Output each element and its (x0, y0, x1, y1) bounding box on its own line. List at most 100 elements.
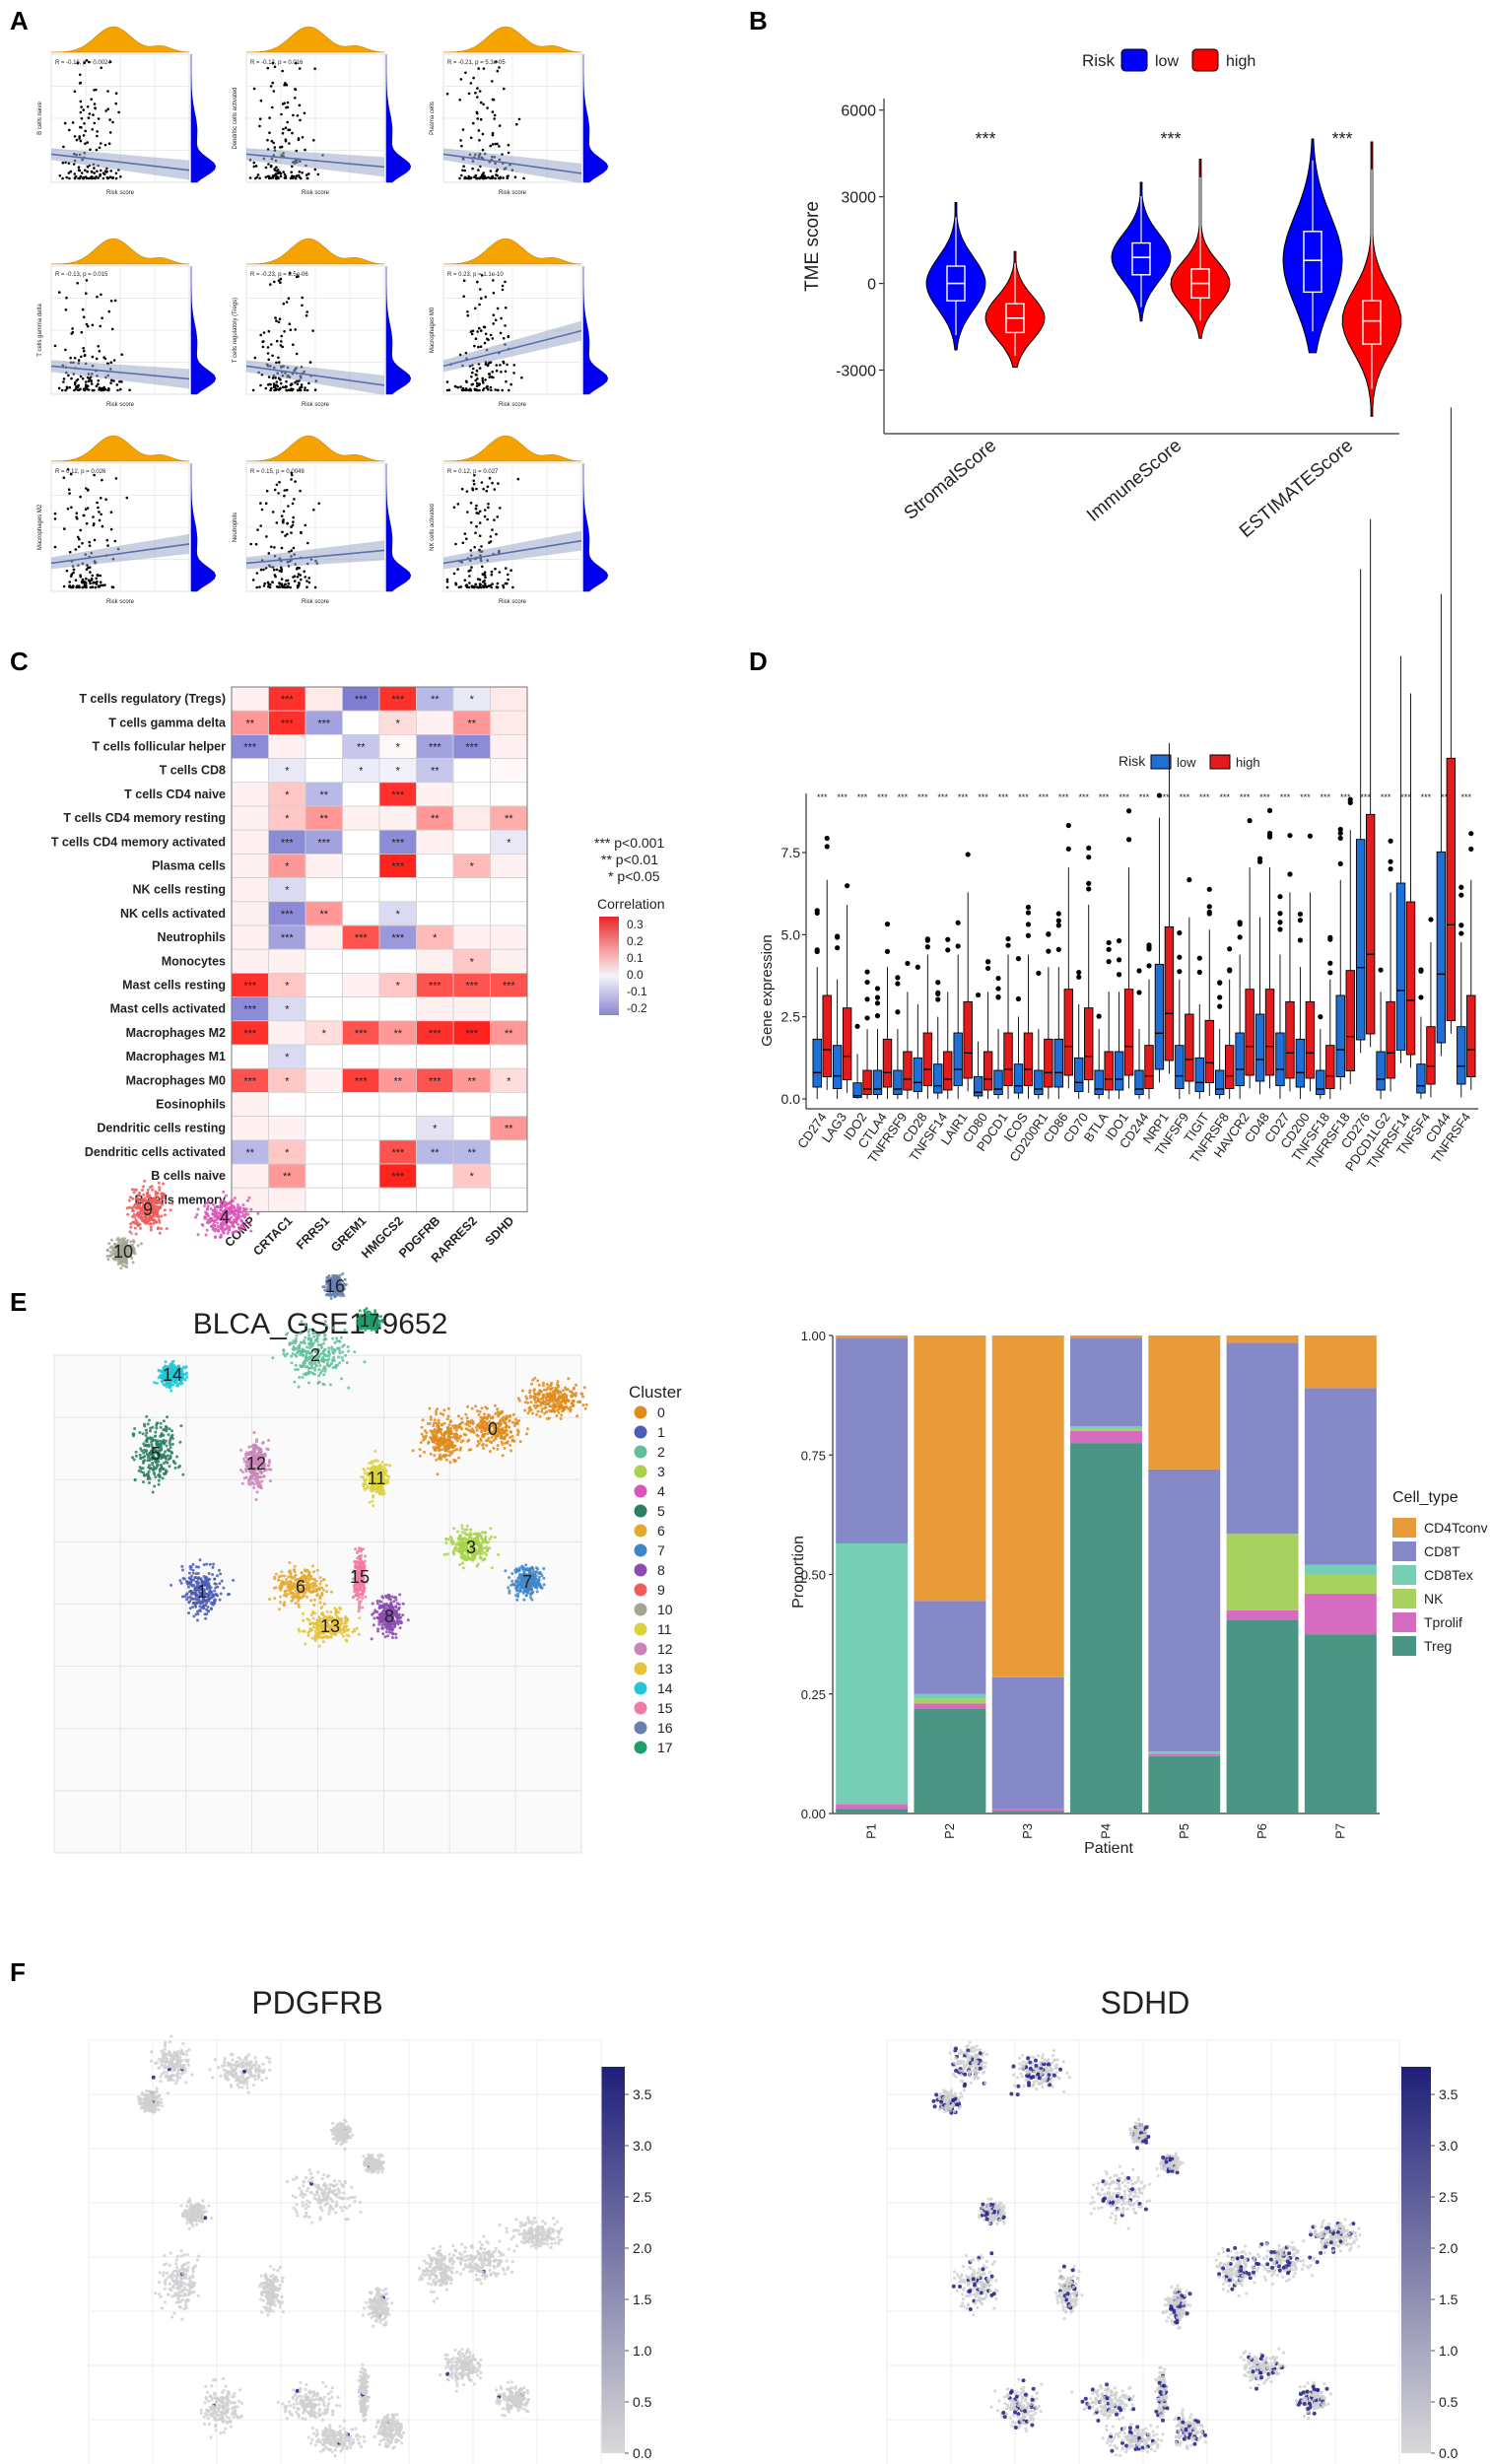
c-row-label: T cells gamma delta (108, 716, 227, 729)
a-point (504, 324, 507, 327)
e-umap-point (140, 1470, 143, 1473)
e-umap-point (203, 1216, 207, 1220)
e-umap-point (230, 1215, 234, 1219)
a-point (272, 568, 276, 572)
a-point (79, 495, 82, 499)
e-umap-point (469, 1528, 473, 1532)
c-row-label: NK cells activated (120, 907, 226, 921)
e-umap-point (149, 1429, 152, 1433)
c-cell-stars: * (396, 742, 401, 754)
d-outlier (874, 1000, 881, 1006)
e-umap-point (294, 1368, 298, 1371)
e-umap-point (475, 1564, 479, 1568)
e-umap-point (295, 1346, 299, 1350)
a-point (108, 118, 111, 121)
c-heat-cell (342, 1187, 380, 1212)
e-umap-point (542, 1384, 545, 1388)
a-point (294, 380, 297, 384)
d-outlier (824, 835, 830, 842)
a-point (78, 137, 81, 140)
a-point (94, 106, 97, 110)
c-heat-cell (231, 877, 269, 903)
e-umap-point (170, 1433, 174, 1437)
c-cell-stars: * (285, 1147, 290, 1159)
a-point (86, 324, 90, 328)
d-outlier (1277, 911, 1283, 917)
a-point (283, 494, 286, 498)
c-heat-cell (305, 924, 343, 950)
a-point (75, 138, 79, 142)
d-box-low (1214, 1069, 1225, 1095)
a-point (280, 568, 284, 571)
a-point (463, 579, 467, 582)
a-point (273, 384, 277, 388)
a-point (79, 125, 82, 129)
a-point (286, 101, 290, 104)
e-umap-point (470, 1430, 473, 1434)
c-heat-cell (305, 901, 343, 926)
a-point (66, 508, 70, 511)
e-umap-point (187, 1571, 191, 1575)
a-point (476, 96, 479, 99)
e-umap-point (460, 1416, 464, 1420)
e-umap-point (157, 1478, 161, 1482)
a-point (489, 333, 493, 337)
a-point (462, 388, 465, 392)
a-point (120, 353, 123, 357)
a-point (262, 331, 266, 334)
c-heat-cell (268, 1020, 306, 1046)
a-point (507, 573, 509, 577)
a-point (74, 548, 78, 551)
a-point (469, 330, 473, 333)
e-umap-point (508, 1589, 511, 1593)
e-umap-point (553, 1395, 557, 1399)
e-umap-point (282, 1349, 286, 1353)
a-point (89, 582, 92, 585)
e-umap-point (170, 1429, 173, 1433)
a-point (91, 323, 95, 327)
a-point (291, 382, 294, 386)
e-umap-point (529, 1396, 533, 1400)
e-umap-point (562, 1408, 566, 1411)
d-significance: *** (1180, 792, 1190, 802)
b-x-tick-label: StromalScore (901, 436, 1001, 524)
e-umap-point (531, 1411, 534, 1415)
a-right-density (385, 266, 412, 395)
a-point (289, 328, 293, 332)
e-umap-point (207, 1597, 211, 1601)
d-significance: *** (1259, 792, 1270, 802)
e-umap-point (193, 1588, 197, 1592)
a-point (493, 518, 496, 521)
c-cell-stars: *** (281, 694, 295, 706)
e-umap-point (537, 1575, 541, 1579)
a-point (266, 66, 270, 70)
a-point (476, 585, 480, 589)
e-umap-point (515, 1589, 519, 1593)
d-outlier (1136, 990, 1142, 995)
a-point (98, 585, 102, 588)
a-point (86, 105, 90, 108)
a-point (91, 574, 95, 578)
a-point (111, 120, 114, 124)
d-box-high (1345, 970, 1355, 1071)
d-box-low (1235, 1032, 1245, 1086)
a-point (480, 545, 483, 548)
a-point (471, 371, 474, 375)
e-umap-point (460, 1420, 464, 1424)
e-umap-point (338, 1351, 342, 1355)
b-x-tick-label: ImmuneScore (1083, 436, 1186, 526)
a-point (97, 117, 101, 120)
d-outlier (874, 994, 881, 1000)
e-umap-point (464, 1422, 468, 1426)
a-point (68, 492, 71, 495)
a-point (293, 498, 296, 501)
a-point (474, 92, 477, 95)
e-umap-point (274, 1572, 278, 1576)
a-point (284, 582, 287, 586)
e-umap-point (433, 1418, 437, 1422)
d-outlier (1015, 995, 1022, 1002)
a-top-density (50, 238, 190, 265)
a-point (279, 281, 282, 285)
a-point (294, 328, 298, 331)
e-umap-point (309, 1338, 313, 1342)
